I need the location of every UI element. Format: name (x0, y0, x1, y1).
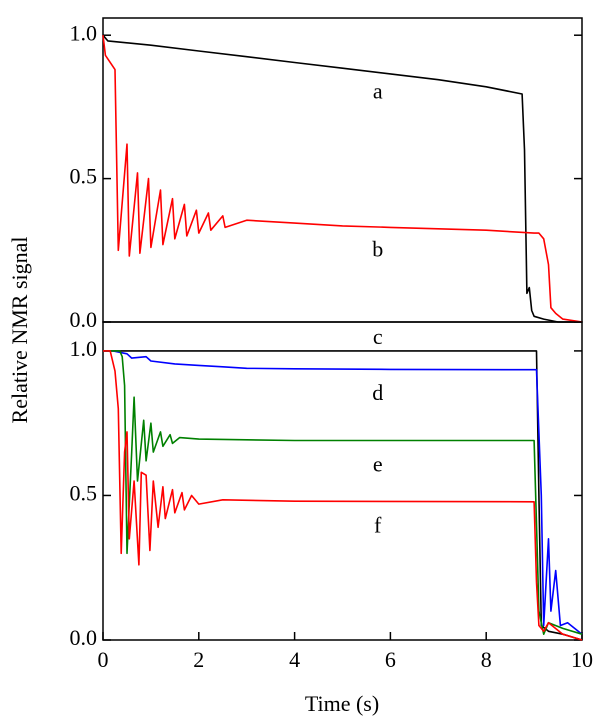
x-tick-label: 6 (385, 647, 396, 672)
curve-label: a (373, 79, 383, 104)
curve-label: c (373, 324, 383, 349)
y-tick-label: 0.0 (70, 625, 98, 650)
plot-frame (102, 17, 583, 323)
curve-label: d (372, 380, 383, 405)
curve-label: e (373, 452, 383, 477)
y-tick-label: 1.0 (70, 336, 98, 361)
y-tick-label: 0.5 (70, 164, 98, 189)
data-line (102, 35, 583, 323)
x-axis-label: Time (s) (305, 691, 379, 716)
curve-label: f (374, 512, 382, 537)
data-line (103, 350, 583, 635)
data-line (103, 350, 583, 641)
plot-frame (102, 321, 583, 641)
y-axis-label: Relative NMR signal (7, 237, 32, 424)
x-tick-label: 2 (193, 647, 204, 672)
x-tick-label: 8 (481, 647, 492, 672)
y-tick-label: 0.0 (70, 307, 98, 332)
y-tick-label: 1.0 (70, 20, 98, 45)
data-line (102, 34, 582, 323)
x-tick-label: 0 (98, 647, 109, 672)
x-tick-label: 10 (571, 647, 593, 672)
data-line (103, 350, 583, 641)
data-line (103, 350, 583, 635)
y-tick-label: 0.5 (70, 481, 98, 506)
curve-label: b (372, 237, 383, 262)
x-tick-label: 4 (289, 647, 300, 672)
